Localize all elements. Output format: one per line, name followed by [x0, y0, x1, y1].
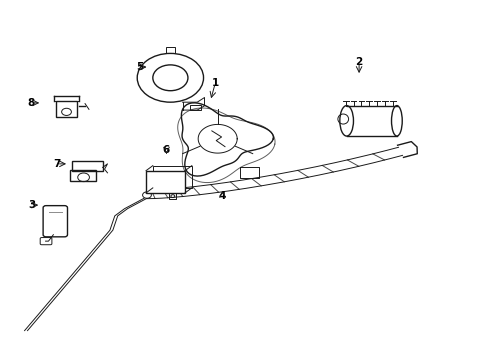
- Text: 3: 3: [29, 200, 36, 210]
- Bar: [70, 170, 96, 181]
- Bar: [165, 47, 175, 53]
- Bar: [146, 171, 184, 193]
- Text: 5: 5: [136, 62, 143, 72]
- Text: 7: 7: [53, 159, 61, 169]
- Bar: [72, 161, 102, 171]
- Text: 8: 8: [27, 98, 35, 108]
- Text: 2: 2: [355, 57, 362, 67]
- Bar: [56, 101, 77, 117]
- Bar: [189, 105, 200, 110]
- Text: 1: 1: [211, 78, 219, 88]
- Text: 6: 6: [163, 144, 170, 154]
- Text: 4: 4: [219, 191, 226, 201]
- Bar: [153, 166, 191, 188]
